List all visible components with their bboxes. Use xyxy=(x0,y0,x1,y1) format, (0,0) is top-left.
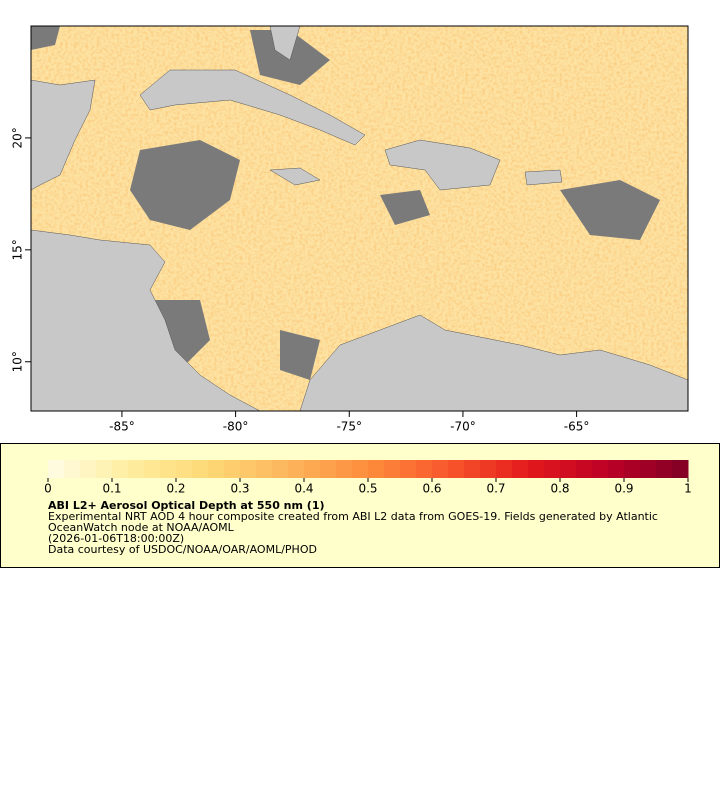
colorbar-segment xyxy=(336,460,353,478)
colorbar-segment xyxy=(416,460,433,478)
colorbar-segment xyxy=(224,460,241,478)
legend-time: (2026-01-06T18:00:00Z) xyxy=(48,532,185,545)
colorbar-tick-label: 0.8 xyxy=(550,482,569,496)
colorbar-segment xyxy=(288,460,305,478)
colorbar-segment xyxy=(240,460,257,478)
colorbar-tick-label: 0.5 xyxy=(358,482,377,496)
colorbar-segment xyxy=(368,460,385,478)
colorbar-segment xyxy=(640,460,657,478)
legend-text: ABI L2+ Aerosol Optical Depth at 550 nm … xyxy=(48,500,688,555)
colorbar-tick-label: 0.7 xyxy=(486,482,505,496)
x-tick-label: -70° xyxy=(450,420,476,434)
land xyxy=(31,26,688,411)
colorbar-segment xyxy=(128,460,145,478)
colorbar-segment xyxy=(400,460,417,478)
colorbar-segment xyxy=(560,460,577,478)
y-tick-label: 15° xyxy=(11,239,25,260)
legend-title: ABI L2+ Aerosol Optical Depth at 550 nm … xyxy=(48,499,325,512)
colorbar-segment xyxy=(592,460,609,478)
colorbar-segment xyxy=(576,460,593,478)
colorbar-segment xyxy=(272,460,289,478)
colorbar-segment xyxy=(176,460,193,478)
colorbar-tick-label: 0.1 xyxy=(102,482,121,496)
map-area xyxy=(31,26,688,411)
map-frame xyxy=(30,25,689,412)
colorbar-tick-label: 0.2 xyxy=(166,482,185,496)
x-tick-label: -80° xyxy=(223,420,249,434)
colorbar-segment xyxy=(464,460,481,478)
colorbar-tick-label: 0.9 xyxy=(614,482,633,496)
colorbar-segment xyxy=(448,460,465,478)
colorbar-segment xyxy=(544,460,561,478)
map-chart: -85° -80° -75° -70° -65° 10° 15° 20° 0 0.1 0.2 0.3… xyxy=(11,25,692,496)
colorbar-segment xyxy=(432,460,449,478)
legend-credit: Data courtesy of USDOC/NOAA/OAR/AOML/PHO… xyxy=(48,543,317,556)
colorbar-segment xyxy=(192,460,209,478)
y-tick-label: 20° xyxy=(11,127,25,148)
colorbar-segment xyxy=(624,460,641,478)
colorbar-tick-label: 0 xyxy=(44,482,52,496)
x-tick-label: -85° xyxy=(109,420,135,434)
colorbar-segment xyxy=(384,460,401,478)
colorbar-tick-label: 0.3 xyxy=(230,482,249,496)
colorbar-segment xyxy=(112,460,129,478)
x-tick-label: -65° xyxy=(564,420,590,434)
colorbar-segment xyxy=(512,460,529,478)
colorbar: 0 0.1 0.2 0.3 0.4 0.5 0.6 0.7 0.8 0.9 1 xyxy=(44,460,692,496)
colorbar-segment xyxy=(320,460,337,478)
colorbar-segment xyxy=(64,460,81,478)
x-tick-label: -75° xyxy=(336,420,362,434)
colorbar-segment xyxy=(208,460,225,478)
y-tick-label: 10° xyxy=(11,351,25,372)
colorbar-segment xyxy=(304,460,321,478)
colorbar-segment xyxy=(608,460,625,478)
colorbar-segment xyxy=(480,460,497,478)
colorbar-segment xyxy=(144,460,161,478)
colorbar-segment xyxy=(528,460,545,478)
axes: -85° -80° -75° -70° -65° 10° 15° 20° xyxy=(11,127,590,433)
colorbar-segment xyxy=(160,460,177,478)
colorbar-segment xyxy=(656,460,673,478)
colorbar-segment xyxy=(496,460,513,478)
colorbar-segment xyxy=(48,460,65,478)
colorbar-segment xyxy=(96,460,113,478)
colorbar-tick-label: 0.6 xyxy=(422,482,441,496)
legend-description: Experimental NRT AOD 4 hour composite cr… xyxy=(48,510,658,534)
colorbar-segment xyxy=(256,460,273,478)
colorbar-segment xyxy=(672,460,689,478)
colorbar-segment xyxy=(352,460,369,478)
colorbar-tick-label: 1 xyxy=(684,482,692,496)
colorbar-tick-label: 0.4 xyxy=(294,482,313,496)
colorbar-segment xyxy=(80,460,97,478)
